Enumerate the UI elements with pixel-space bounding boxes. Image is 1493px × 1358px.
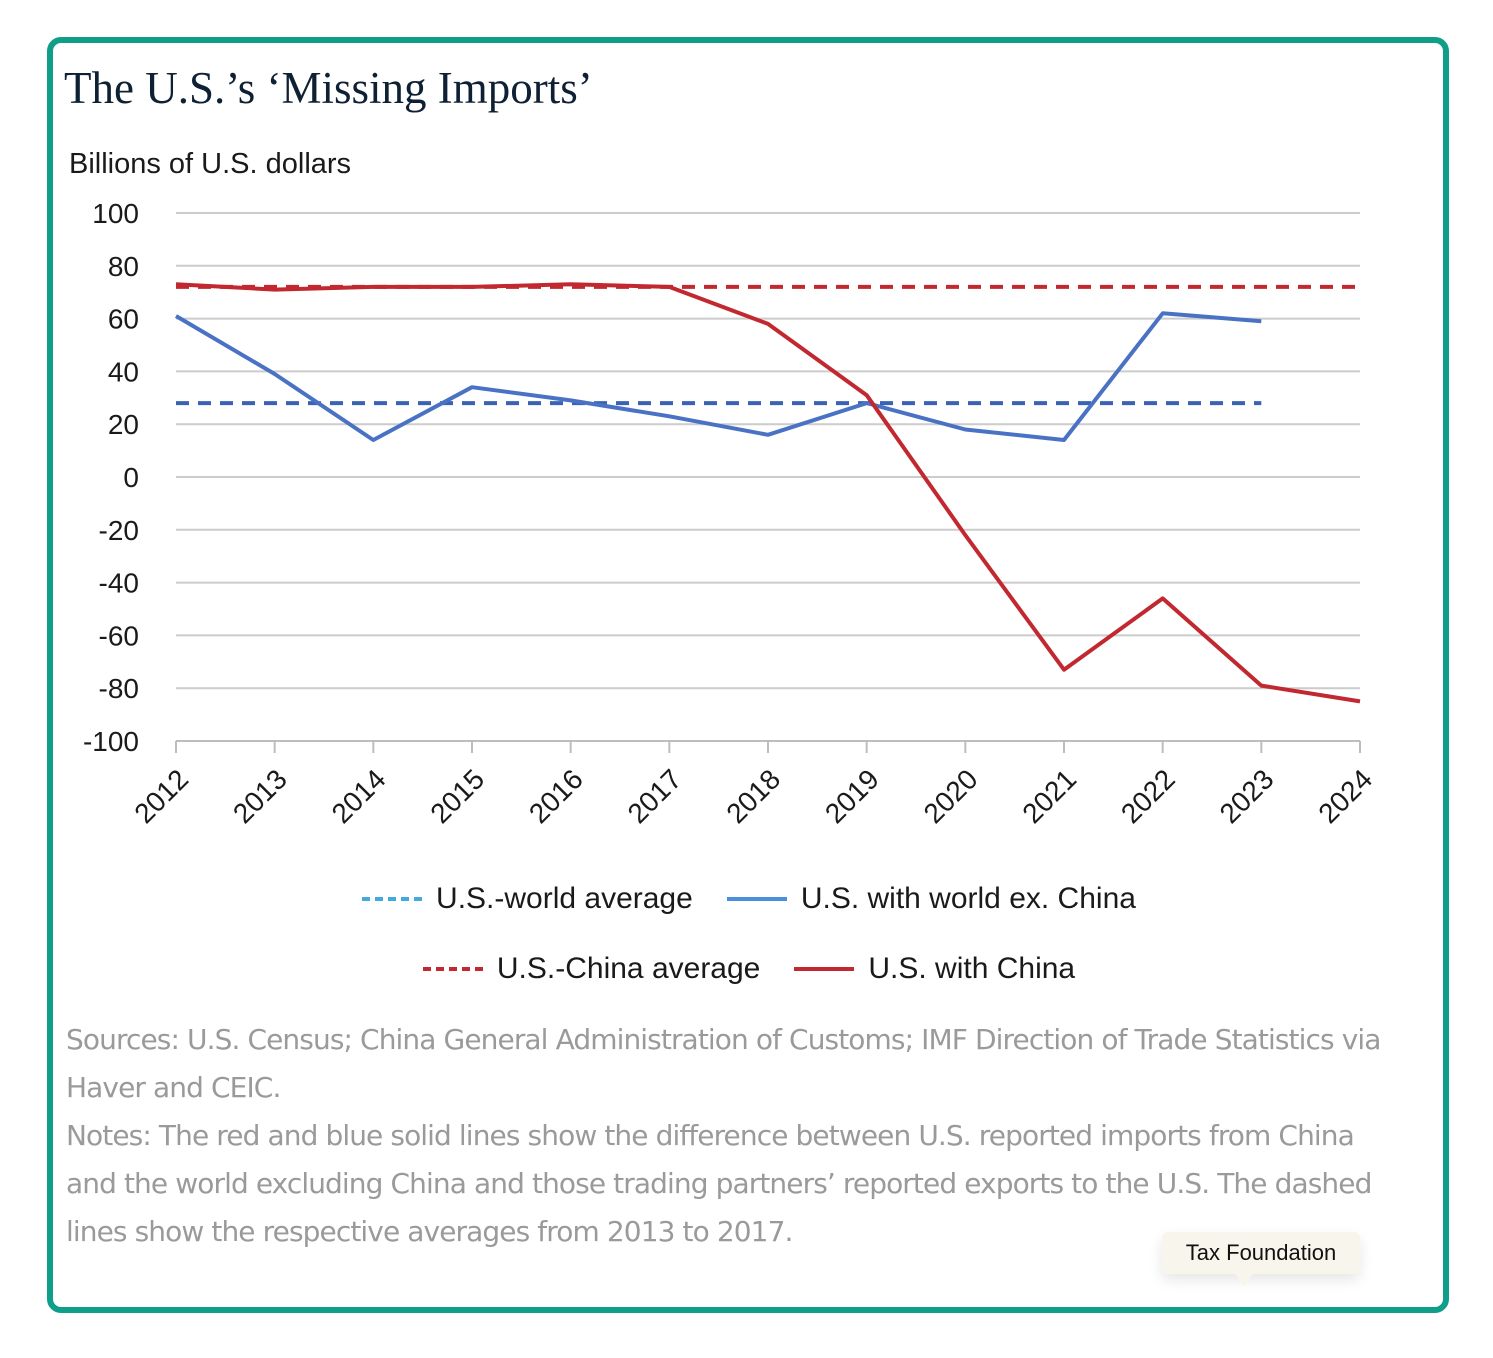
y-tick-label: 100 bbox=[92, 198, 139, 229]
x-tick-label: 2022 bbox=[1115, 763, 1181, 829]
tax-foundation-badge[interactable]: Tax Foundation bbox=[1162, 1232, 1360, 1274]
sources-text: Sources: U.S. Census; China General Admi… bbox=[66, 1023, 1381, 1104]
legend-row-1: U.S.-world average U.S. with world ex. C… bbox=[54, 882, 1444, 916]
y-tick-label: 80 bbox=[108, 251, 139, 282]
y-tick-label: -80 bbox=[99, 673, 139, 704]
legend-label-with-china: U.S. with China bbox=[868, 952, 1076, 985]
x-tick-label: 2017 bbox=[622, 763, 688, 829]
y-tick-label: -20 bbox=[99, 515, 139, 546]
x-tick-label: 2024 bbox=[1312, 763, 1378, 829]
chart-card bbox=[47, 37, 1449, 1313]
y-tick-label: 60 bbox=[108, 304, 139, 335]
legend-item-china-average: U.S.-China average bbox=[422, 952, 761, 986]
chart-title: The U.S.’s ‘Missing Imports’ bbox=[64, 63, 593, 113]
x-tick-labels: 2012 2013 2014 2015 2016 2017 2018 2019 2020 2021… bbox=[128, 763, 1378, 829]
x-tick-label: 2021 bbox=[1016, 763, 1082, 829]
y-tick-label: 20 bbox=[108, 409, 139, 440]
y-tick-label: 0 bbox=[123, 462, 139, 493]
y-tick-label: -60 bbox=[99, 620, 139, 651]
x-tick-label: 2020 bbox=[918, 763, 984, 829]
series-line-with-china bbox=[175, 282, 1361, 704]
series-lines bbox=[174, 282, 1361, 704]
x-axis bbox=[175, 740, 1361, 753]
y-axis-label: Billions of U.S. dollars bbox=[69, 148, 351, 180]
legend-item-with-china: U.S. with China bbox=[794, 952, 1075, 986]
legend-label-world-average: U.S.-world average bbox=[436, 882, 693, 915]
y-tick-label: 40 bbox=[108, 356, 139, 387]
x-tick-label: 2015 bbox=[424, 763, 490, 829]
notes-text: Notes: The red and blue solid lines show… bbox=[66, 1119, 1372, 1248]
legend-label-china-average: U.S.-China average bbox=[496, 952, 761, 985]
y-tick-label: -40 bbox=[99, 568, 139, 599]
legend-label-world-ex-china: U.S. with world ex. China bbox=[800, 882, 1136, 915]
chart-notes: Sources: U.S. Census; China General Admi… bbox=[66, 1016, 1396, 1256]
y-tick-label: -100 bbox=[83, 726, 139, 757]
x-tick-label: 2013 bbox=[227, 763, 293, 829]
badge-tail bbox=[1234, 1272, 1254, 1286]
legend-swatch-solid-blue bbox=[726, 897, 787, 901]
legend-item-world-ex-china: U.S. with world ex. China bbox=[726, 882, 1136, 916]
x-tick-label: 2019 bbox=[819, 763, 885, 829]
legend-row-2: U.S.-China average U.S. with China bbox=[54, 952, 1444, 986]
line-chart: Billions of U.S. dollars 100 80 60 40 20 0 -20… bbox=[69, 148, 1378, 829]
legend-item-world-average: U.S.-world average bbox=[362, 882, 693, 916]
x-tick-label: 2023 bbox=[1214, 763, 1280, 829]
x-tick-label: 2016 bbox=[523, 763, 589, 829]
legend-swatch-dashed-red bbox=[422, 967, 483, 971]
y-tick-labels: 100 80 60 40 20 0 -20 -40 -60 -80 -100 bbox=[83, 198, 139, 757]
legend-swatch-solid-red bbox=[794, 967, 855, 971]
x-tick-label: 2012 bbox=[128, 763, 194, 829]
legend-swatch-dashed-blue bbox=[362, 897, 423, 901]
series-line-world-ex-china bbox=[174, 311, 1262, 442]
x-tick-label: 2018 bbox=[720, 763, 786, 829]
legend: U.S.-world average U.S. with world ex. C… bbox=[54, 870, 1444, 1000]
x-tick-label: 2014 bbox=[326, 763, 392, 829]
gridlines bbox=[176, 212, 1360, 690]
